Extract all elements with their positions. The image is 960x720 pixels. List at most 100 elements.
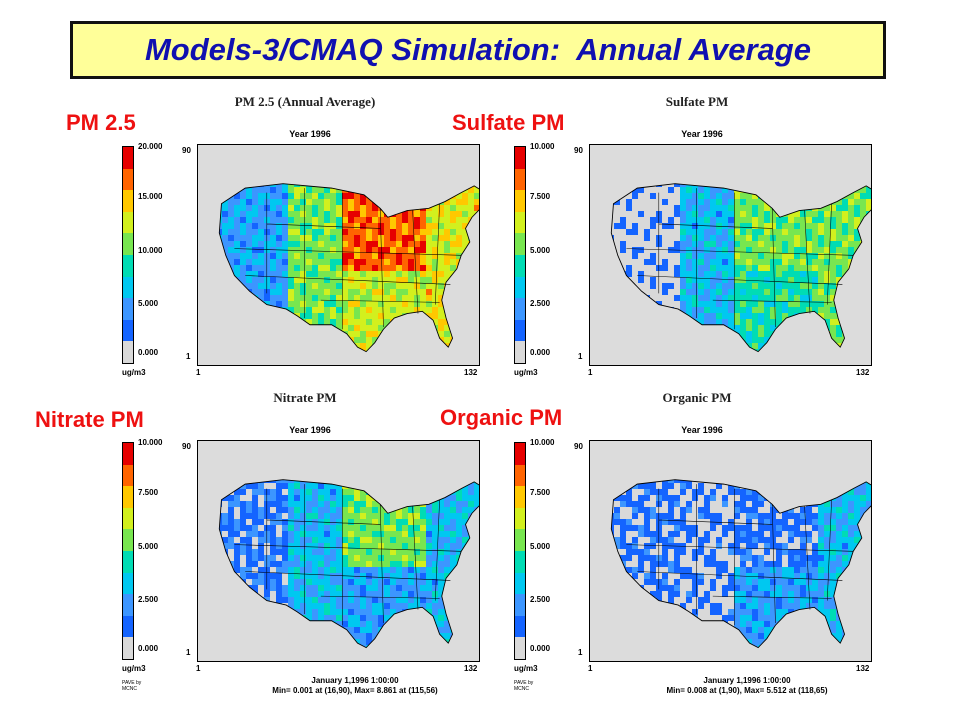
concentration-cell	[432, 301, 438, 307]
concentration-cell	[806, 277, 812, 283]
concentration-cell	[390, 579, 396, 585]
x-axis-right: 132	[464, 368, 478, 377]
concentration-cell	[324, 579, 330, 585]
concentration-cell	[336, 301, 342, 307]
concentration-cell	[366, 205, 372, 211]
concentration-cell	[408, 229, 414, 235]
concentration-cell	[360, 247, 366, 253]
concentration-cell	[318, 205, 324, 211]
concentration-cell	[650, 199, 656, 205]
concentration-cell	[692, 295, 698, 301]
concentration-cell	[366, 331, 372, 337]
concentration-cell	[354, 573, 360, 579]
concentration-cell	[318, 555, 324, 561]
concentration-cell	[432, 205, 438, 211]
concentration-cell	[318, 235, 324, 241]
concentration-cell	[686, 283, 692, 289]
concentration-cell	[366, 199, 372, 205]
concentration-cell	[378, 513, 384, 519]
concentration-cell	[222, 205, 228, 211]
concentration-cell	[294, 555, 300, 561]
concentration-cell	[644, 205, 650, 211]
concentration-cell	[420, 579, 426, 585]
concentration-cell	[348, 585, 354, 591]
concentration-cell	[306, 501, 312, 507]
colorbar-segment	[123, 190, 133, 212]
concentration-cell	[276, 537, 282, 543]
concentration-cell	[372, 537, 378, 543]
concentration-cell	[372, 289, 378, 295]
concentration-cell	[282, 241, 288, 247]
concentration-cell	[246, 283, 252, 289]
concentration-cell	[782, 229, 788, 235]
concentration-cell	[228, 217, 234, 223]
concentration-cell	[716, 277, 722, 283]
concentration-map	[197, 144, 486, 366]
concentration-cell	[680, 229, 686, 235]
concentration-cell	[462, 519, 468, 525]
concentration-cell	[270, 183, 276, 187]
concentration-cell	[662, 187, 668, 193]
concentration-cell	[848, 199, 854, 205]
concentration-cell	[438, 585, 444, 591]
concentration-cell	[438, 501, 444, 507]
concentration-cell	[336, 513, 342, 519]
concentration-cell	[408, 555, 414, 561]
concentration-cell	[294, 307, 300, 313]
concentration-cell	[222, 247, 228, 253]
concentration-cell	[396, 265, 402, 271]
concentration-cell	[402, 259, 408, 265]
concentration-cell	[686, 205, 692, 211]
concentration-cell	[782, 301, 788, 307]
concentration-cell	[680, 253, 686, 259]
concentration-cell	[312, 295, 318, 301]
concentration-cell	[396, 513, 402, 519]
concentration-cell	[414, 247, 420, 253]
concentration-cell	[318, 561, 324, 567]
concentration-cell	[836, 325, 842, 331]
concentration-cell	[776, 271, 782, 277]
concentration-cell	[432, 253, 438, 259]
concentration-cell	[842, 265, 848, 271]
concentration-cell	[222, 537, 228, 543]
concentration-cell	[450, 513, 456, 519]
concentration-cell	[354, 609, 360, 615]
concentration-cell	[324, 567, 330, 573]
concentration-cell	[342, 609, 348, 615]
concentration-cell	[246, 525, 252, 531]
concentration-cell	[288, 289, 294, 295]
y-axis-top: 90	[182, 146, 191, 155]
concentration-cell	[674, 277, 680, 283]
concentration-cell	[668, 211, 674, 217]
concentration-cell	[426, 229, 432, 235]
concentration-cell	[456, 513, 462, 519]
colorbar-tick: 0.000	[138, 644, 159, 653]
concentration-cell	[252, 519, 258, 525]
concentration-cell	[384, 283, 390, 289]
concentration-cell	[288, 205, 294, 211]
concentration-cell	[842, 223, 848, 229]
concentration-cell	[758, 337, 764, 343]
concentration-cell	[662, 253, 668, 259]
concentration-cell	[294, 531, 300, 537]
concentration-cell	[402, 543, 408, 549]
concentration-cell	[354, 331, 360, 337]
concentration-cell	[372, 567, 378, 573]
concentration-cell	[408, 283, 414, 289]
concentration-cell	[704, 289, 710, 295]
concentration-cell	[300, 609, 306, 615]
concentration-cell	[426, 555, 432, 561]
concentration-cell	[686, 187, 692, 193]
concentration-cell	[360, 295, 366, 301]
concentration-cell	[408, 579, 414, 585]
concentration-cell	[354, 585, 360, 591]
concentration-cell	[632, 235, 638, 241]
concentration-cell	[426, 561, 432, 567]
concentration-cell	[456, 501, 462, 507]
concentration-cell	[252, 211, 258, 217]
concentration-cell	[860, 199, 866, 205]
concentration-cell	[318, 247, 324, 253]
concentration-cell	[830, 295, 836, 301]
concentration-cell	[620, 223, 626, 229]
concentration-cell	[450, 537, 456, 543]
